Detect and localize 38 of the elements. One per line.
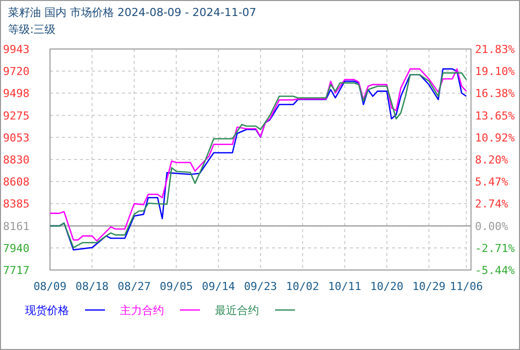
x-tick-label: 10/11: [328, 280, 362, 293]
legend-label: 最近合约: [215, 304, 259, 317]
x-tick-label: 08/09: [33, 280, 67, 293]
y-tick-label: 9498: [3, 87, 30, 100]
x-tick-label: 08/27: [118, 280, 151, 293]
x-tick-label: 10/29: [412, 280, 446, 293]
legend-label: 主力合约: [120, 304, 164, 317]
x-tick-label: 09/14: [202, 280, 236, 293]
y-tick-label: 8608: [3, 176, 30, 189]
y2-tick-label: 19.10%: [475, 65, 516, 78]
chart-title: 菜籽油 国内 市场价格 2024-08-09 - 2024-11-07: [8, 6, 256, 19]
y-tick-label: 9720: [3, 65, 30, 78]
x-tick-label: 09/23: [244, 280, 278, 293]
y2-tick-label: 2.74%: [475, 198, 508, 211]
x-tick-label: 10/20: [370, 280, 404, 293]
x-tick-label: 08/18: [76, 280, 109, 293]
x-tick-label: 11/06: [450, 280, 483, 293]
y2-tick-label: 16.38%: [475, 87, 516, 100]
y2-tick-label: 8.20%: [475, 153, 508, 166]
y-tick-label: 8161: [3, 220, 30, 233]
y-tick-label: 8830: [3, 154, 30, 166]
chart-subtitle: 等级:三级: [8, 23, 56, 36]
x-tick-label: 10/02: [286, 280, 320, 293]
y-tick-label: 7940: [3, 242, 30, 255]
y2-tick-label: 21.83%: [475, 43, 516, 56]
y2-tick-label: -5.44%: [475, 264, 516, 277]
y2-tick-label: -2.71%: [475, 242, 516, 255]
y-tick-label: 9053: [3, 131, 30, 144]
y-tick-label: 9943: [3, 43, 30, 56]
x-tick-label: 09/05: [160, 280, 193, 293]
y2-tick-label: 0.00%: [475, 220, 508, 233]
y2-tick-label: 13.65%: [475, 109, 516, 122]
y2-tick-label: 10.92%: [475, 131, 516, 144]
y-tick-label: 7717: [3, 264, 30, 277]
y2-tick-label: 5.47%: [475, 176, 508, 189]
y-tick-label: 8385: [3, 198, 30, 211]
legend-label: 现货价格: [25, 304, 69, 317]
y-tick-label: 9275: [3, 109, 30, 122]
